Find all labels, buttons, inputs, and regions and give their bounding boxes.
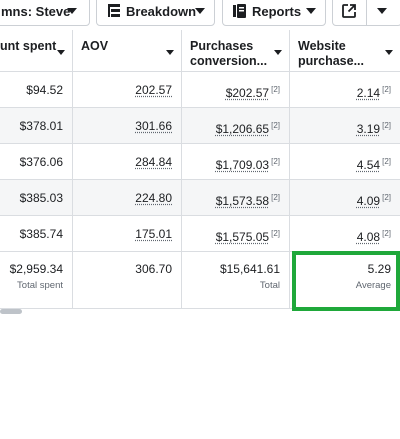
cell-link[interactable]: $1,573.58 bbox=[215, 194, 270, 208]
cell-value: $94.52 bbox=[26, 83, 63, 97]
divider bbox=[366, 0, 367, 25]
footnote-marker: [2] bbox=[271, 121, 280, 130]
total-value: $2,959.34 bbox=[9, 262, 63, 276]
cell-link[interactable]: 4.09 bbox=[356, 194, 381, 208]
cell-link[interactable]: 224.80 bbox=[135, 191, 172, 205]
footnote-marker: [2] bbox=[382, 85, 391, 94]
reports-button[interactable]: Reports bbox=[222, 0, 326, 26]
footnote-marker: [2] bbox=[271, 85, 280, 94]
chevron-down-icon[interactable] bbox=[385, 50, 393, 55]
column-header-aov[interactable]: AOV bbox=[73, 30, 182, 72]
table-row: $376.06 284.84 $1,709.03 [2] 4.54 [2] bbox=[0, 144, 400, 180]
header-label: Purchases bbox=[190, 39, 254, 53]
cell-value: $385.03 bbox=[19, 191, 63, 205]
table-row: $385.74 175.01 $1,575.05 [2] 4.08 [2] bbox=[0, 216, 400, 252]
aov-cell: 224.80 bbox=[73, 180, 182, 216]
chevron-down-icon[interactable] bbox=[274, 50, 282, 55]
horizontal-scrollbar[interactable] bbox=[0, 309, 22, 314]
column-header-amount-spent[interactable]: unt spent bbox=[0, 30, 73, 72]
cell-link[interactable]: 202.57 bbox=[135, 83, 172, 97]
footnote-marker: [2] bbox=[271, 229, 280, 238]
header-label: AOV bbox=[81, 39, 109, 53]
footnote-marker: [2] bbox=[271, 157, 280, 166]
header-label: Website bbox=[298, 39, 346, 53]
toolbar: mns: Steve Breakdown Reports bbox=[0, 0, 400, 28]
cell-link[interactable]: 3.19 bbox=[356, 122, 381, 136]
table-row: $378.01 301.66 $1,206.65 [2] 3.19 [2] bbox=[0, 108, 400, 144]
export-button[interactable] bbox=[332, 0, 400, 26]
website-purchases-cell: 4.09 [2] bbox=[290, 180, 400, 216]
purchases-cell: $1,575.05 [2] bbox=[182, 216, 290, 252]
cell-link[interactable]: 4.54 bbox=[356, 158, 381, 172]
table-row: $385.03 224.80 $1,573.58 [2] 4.09 [2] bbox=[0, 180, 400, 216]
header-label: conversion... bbox=[190, 54, 268, 68]
columns-label: mns: Steve bbox=[1, 3, 71, 19]
aov-cell: 301.66 bbox=[73, 108, 182, 144]
total-spent-cell: $2,959.34 Total spent bbox=[0, 251, 73, 309]
cell-link[interactable]: $202.57 bbox=[225, 86, 270, 100]
website-purchases-cell: 4.08 [2] bbox=[290, 216, 400, 252]
total-label: Total bbox=[259, 280, 280, 291]
cell-link[interactable]: 301.66 bbox=[135, 119, 172, 133]
purchases-cell: $202.57 [2] bbox=[182, 72, 290, 108]
cell-link[interactable]: 4.08 bbox=[356, 230, 381, 244]
table-row: $94.52 202.57 $202.57 [2] 2.14 [2] bbox=[0, 72, 400, 108]
totals-row: $2,959.34 Total spent 306.70 $15,641.61 … bbox=[0, 251, 400, 309]
total-value: 5.29 bbox=[367, 262, 391, 276]
amount-spent-cell: $94.52 bbox=[0, 72, 73, 108]
total-label: Average bbox=[355, 280, 391, 291]
total-value: $15,641.61 bbox=[219, 262, 280, 276]
cell-link[interactable]: 175.01 bbox=[135, 227, 172, 241]
chevron-down-icon[interactable] bbox=[57, 50, 65, 55]
purchases-cell: $1,709.03 [2] bbox=[182, 144, 290, 180]
footnote-marker: [2] bbox=[382, 193, 391, 202]
website-purchases-cell: 2.14 [2] bbox=[290, 72, 400, 108]
cell-value: $378.01 bbox=[19, 119, 63, 133]
breakdown-icon bbox=[108, 4, 120, 21]
chevron-down-icon bbox=[306, 8, 316, 14]
highlight-box bbox=[292, 251, 400, 311]
footnote-marker: [2] bbox=[271, 193, 280, 202]
column-header-purchases[interactable]: Purchases conversion... bbox=[182, 30, 290, 72]
footnote-marker: [2] bbox=[382, 157, 391, 166]
cell-link[interactable]: 284.84 bbox=[135, 155, 172, 169]
cell-link[interactable]: $1,206.65 bbox=[215, 122, 270, 136]
aov-cell: 284.84 bbox=[73, 144, 182, 180]
total-value: 306.70 bbox=[135, 262, 172, 276]
purchases-cell: $1,573.58 [2] bbox=[182, 180, 290, 216]
aov-cell: 202.57 bbox=[73, 72, 182, 108]
aov-cell: 175.01 bbox=[73, 216, 182, 252]
cell-link[interactable]: 2.14 bbox=[356, 86, 381, 100]
chevron-down-icon[interactable] bbox=[166, 50, 174, 55]
columns-button[interactable]: mns: Steve bbox=[0, 0, 90, 26]
total-aov-cell: 306.70 bbox=[73, 251, 182, 309]
chevron-down-icon[interactable] bbox=[377, 8, 387, 14]
footnote-marker: [2] bbox=[382, 229, 391, 238]
header-label: unt spent bbox=[0, 39, 57, 53]
chevron-down-icon bbox=[195, 8, 205, 14]
export-icon[interactable] bbox=[341, 3, 357, 22]
cell-value: $385.74 bbox=[19, 227, 63, 241]
cell-link[interactable]: $1,575.05 bbox=[215, 230, 270, 244]
amount-spent-cell: $376.06 bbox=[0, 144, 73, 180]
column-header-website-purchases[interactable]: Website purchase... bbox=[290, 30, 400, 72]
cell-value: $376.06 bbox=[19, 155, 63, 169]
breakdown-label: Breakdown bbox=[126, 4, 197, 19]
total-purchases-cell: $15,641.61 Total bbox=[182, 251, 290, 309]
website-purchases-cell: 4.54 [2] bbox=[290, 144, 400, 180]
footnote-marker: [2] bbox=[382, 121, 391, 130]
amount-spent-cell: $385.74 bbox=[0, 216, 73, 252]
header-label: purchase... bbox=[298, 54, 364, 68]
reports-icon bbox=[233, 4, 246, 21]
purchases-cell: $1,206.65 [2] bbox=[182, 108, 290, 144]
website-purchases-cell: 3.19 [2] bbox=[290, 108, 400, 144]
total-website-cell: 5.29 Average bbox=[290, 251, 400, 309]
reports-label: Reports bbox=[252, 4, 302, 19]
amount-spent-cell: $385.03 bbox=[0, 180, 73, 216]
breakdown-button[interactable]: Breakdown bbox=[96, 0, 215, 26]
total-label: Total spent bbox=[17, 280, 63, 291]
chevron-down-icon bbox=[67, 8, 77, 14]
amount-spent-cell: $378.01 bbox=[0, 108, 73, 144]
cell-link[interactable]: $1,709.03 bbox=[215, 158, 270, 172]
